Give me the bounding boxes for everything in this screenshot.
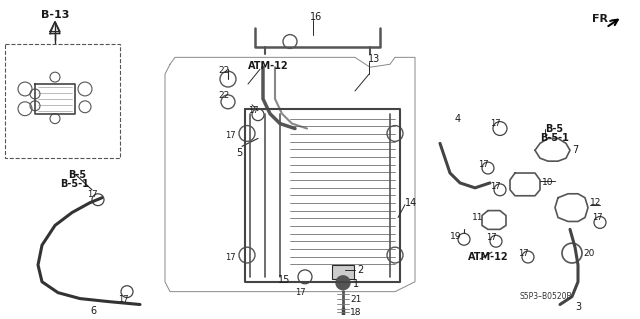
Text: 17: 17 — [87, 190, 98, 199]
Text: 15: 15 — [278, 275, 291, 285]
Text: 22: 22 — [218, 91, 229, 100]
Text: FR.: FR. — [592, 14, 612, 24]
Text: 10: 10 — [542, 178, 554, 187]
Text: 17: 17 — [518, 249, 529, 258]
Text: ATM-12: ATM-12 — [248, 61, 289, 71]
Text: 1: 1 — [353, 279, 359, 289]
Text: 20: 20 — [583, 249, 595, 258]
Bar — [332, 265, 354, 279]
Text: 17: 17 — [225, 131, 236, 140]
Text: 16: 16 — [310, 12, 323, 22]
Text: 5: 5 — [236, 148, 243, 158]
Text: ATM-12: ATM-12 — [468, 252, 509, 262]
Text: 11: 11 — [472, 212, 483, 222]
Text: B-13: B-13 — [41, 10, 69, 20]
Text: B-5-1: B-5-1 — [60, 179, 89, 189]
Text: 4: 4 — [455, 114, 461, 124]
Text: 17: 17 — [225, 253, 236, 262]
Text: 13: 13 — [368, 54, 380, 64]
Text: 3: 3 — [575, 301, 581, 312]
Bar — [5, 44, 120, 158]
Text: S5P3–B0520B: S5P3–B0520B — [520, 292, 573, 301]
Text: 7: 7 — [572, 145, 579, 155]
Text: B-5-1: B-5-1 — [540, 133, 569, 144]
Text: 17: 17 — [490, 182, 500, 191]
Text: 17: 17 — [592, 212, 603, 222]
Text: 17: 17 — [486, 233, 497, 242]
Text: 17: 17 — [295, 288, 306, 297]
Text: 19: 19 — [450, 232, 461, 241]
Text: 18: 18 — [350, 308, 362, 317]
Text: 6: 6 — [90, 307, 96, 316]
Text: 17: 17 — [248, 106, 259, 115]
Text: 14: 14 — [405, 198, 417, 208]
Text: 17: 17 — [118, 295, 129, 304]
Text: 21: 21 — [350, 295, 362, 304]
Text: B-5: B-5 — [68, 170, 86, 180]
Circle shape — [336, 276, 350, 290]
Text: 22: 22 — [218, 66, 229, 75]
Text: 2: 2 — [357, 265, 364, 275]
Text: 17: 17 — [490, 119, 500, 128]
Text: 17: 17 — [478, 160, 488, 169]
Text: 12: 12 — [590, 198, 602, 207]
Text: B-5: B-5 — [545, 123, 563, 134]
